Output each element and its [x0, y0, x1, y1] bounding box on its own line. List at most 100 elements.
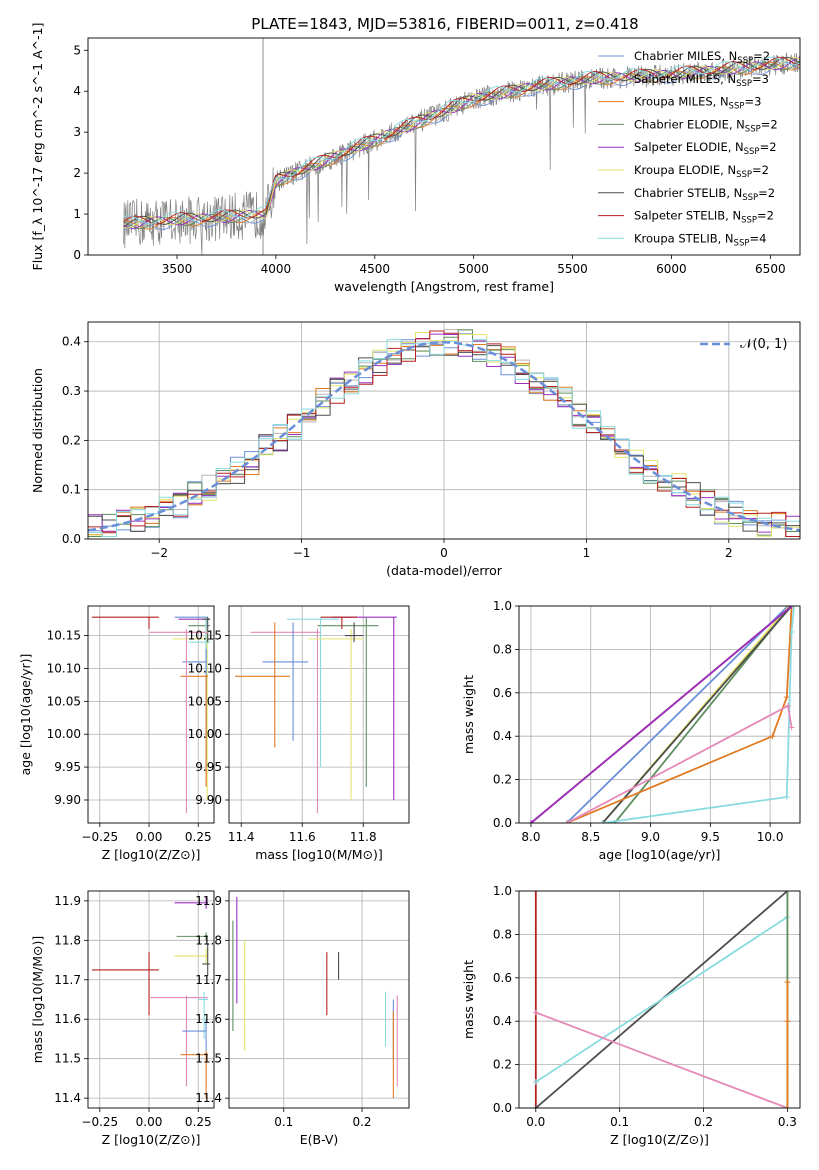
model-spectrum-line — [123, 56, 800, 225]
residual-histogram-line — [88, 329, 800, 537]
y-tick-label: 9.95 — [195, 760, 222, 774]
x-tick-label: 0.3 — [778, 1115, 797, 1129]
legend-label: Salpeter MILES, NSSP=3 — [634, 72, 769, 89]
x-tick-label: 3500 — [162, 262, 193, 276]
y-tick-label: 3 — [73, 125, 81, 139]
x-tick-label: 10.0 — [757, 830, 784, 844]
x-tick-label: 0.00 — [136, 1115, 163, 1129]
legend-nssp: =2 — [752, 163, 769, 177]
legend-nssp: =3 — [744, 95, 761, 109]
y-tick-label: 11.6 — [54, 1012, 81, 1026]
x-axis-label: age [log10(age/yr)] — [599, 847, 721, 862]
x-tick-label: 8.0 — [521, 830, 540, 844]
y-tick-label: 9.95 — [54, 760, 81, 774]
y-tick-label: 0.4 — [493, 1014, 512, 1028]
x-tick-label: 11.8 — [350, 830, 377, 844]
legend-subscript: SSP — [742, 193, 758, 203]
y-tick-label: 9.90 — [195, 793, 222, 807]
y-tick-label: 2 — [73, 166, 81, 180]
mass-weight-marker — [769, 733, 776, 740]
y-tick-label: 0.6 — [493, 971, 512, 985]
panel-residuals: −2 −1 0 1 2 0.0 0.1 0.2 0.3 0.4 (data-model)/error… — [30, 321, 801, 578]
legend-subscript: SSP — [737, 56, 753, 66]
y-tick-label: 0.2 — [493, 1058, 512, 1072]
x-tick-label: 0.00 — [136, 830, 163, 844]
x-tick-label: 5000 — [458, 262, 489, 276]
plot-area — [91, 616, 211, 814]
y-tick-label: 11.6 — [195, 1012, 222, 1026]
mass-weight-marker — [784, 1018, 791, 1025]
mass-weight-marker — [784, 979, 791, 986]
plot-area — [91, 896, 211, 1099]
y-tick-label: 5 — [73, 43, 81, 57]
y-tick-label: 1.0 — [493, 884, 512, 898]
x-tick-label: −2 — [150, 546, 168, 560]
x-tick-label: 0.2 — [352, 1115, 371, 1129]
y-axis-label: mass weight — [461, 960, 476, 1039]
y-tick-label: 0.3 — [62, 384, 81, 398]
legend-nssp: =2 — [758, 186, 775, 200]
legend-label: Kroupa ELODIE, NSSP=2 — [634, 163, 769, 180]
mass-weight-marker — [783, 793, 790, 800]
residual-histogram-line — [88, 332, 800, 537]
y-tick-label: 11.4 — [54, 1091, 81, 1105]
figure-title: PLATE=1843, MJD=53816, FIBERID=0011, z=0… — [251, 15, 638, 33]
y-tick-label: 10.00 — [47, 727, 81, 741]
mass-weight-marker — [527, 820, 534, 823]
mass-weight-marker — [532, 1078, 539, 1085]
legend-label: Chabrier ELODIE, NSSP=2 — [634, 117, 778, 134]
axes-frame — [518, 890, 801, 1109]
legend-subscript: SSP — [741, 216, 757, 226]
x-tick-label: −1 — [293, 546, 311, 560]
x-tick-label: 0 — [440, 546, 448, 560]
x-tick-label: 0.1 — [274, 1115, 293, 1129]
y-tick-label: 0.8 — [493, 927, 512, 941]
x-tick-label: 11.4 — [228, 830, 255, 844]
x-axis-label: Z [log10(Z/Z⊙)] — [102, 1132, 201, 1147]
panel-mass_weight_vs_Z: 0.0 0.1 0.2 0.3 0.0 0.2 0.4 0.6 0.8 1.0 Z [log10(Z… — [461, 884, 801, 1147]
panel-age_vs_Z: −0.25 0.00 0.25 9.90 9.95 10.00 10.05 10.10 10.1… — [18, 605, 215, 862]
y-tick-label: 1.0 — [493, 599, 512, 613]
y-tick-label: 11.9 — [195, 894, 222, 908]
x-tick-label: 0.2 — [694, 1115, 713, 1129]
legend-label: Kroupa MILES, NSSP=3 — [634, 95, 761, 112]
legend-nssp: =4 — [749, 231, 766, 245]
legend-nssp: =2 — [753, 49, 770, 63]
model-spectrum-line — [123, 57, 800, 229]
legend-label: Chabrier STELIB, NSSP=2 — [634, 186, 775, 203]
x-axis-label: E(B-V) — [300, 1132, 339, 1147]
legend-subscript: SSP — [729, 102, 745, 112]
y-tick-label: 11.8 — [54, 933, 81, 947]
x-axis-label: mass [log10(M/M⊙)] — [255, 847, 383, 862]
mass-weight-line — [602, 606, 793, 823]
residual-histogram-line — [88, 339, 800, 537]
legend-subscript: SSP — [736, 79, 752, 89]
mass-weight-line — [566, 606, 789, 823]
mass-weight-marker — [532, 1105, 539, 1108]
legend-label: 𝒩(0, 1) — [740, 337, 787, 352]
plot-area — [88, 329, 800, 537]
y-tick-label: 9.90 — [54, 793, 81, 807]
plot-area — [123, 38, 800, 255]
axes-frame — [87, 890, 215, 1109]
x-tick-label: 6000 — [656, 262, 687, 276]
y-tick-label: 10.15 — [188, 629, 222, 643]
y-tick-label: 0.4 — [62, 335, 81, 349]
y-tick-label: 0.1 — [62, 483, 81, 497]
mass-weight-line — [535, 891, 789, 1083]
mass-weight-marker — [788, 724, 795, 731]
y-tick-label: 0.0 — [62, 532, 81, 546]
axes-frame — [87, 37, 801, 256]
y-tick-label: 10.10 — [47, 661, 81, 675]
y-tick-label: 0.2 — [62, 433, 81, 447]
y-tick-label: 11.8 — [195, 933, 222, 947]
panel-spectrum: 3500 4000 4500 5000 5500 6000 6500 0 1 2 3 4 5 wavele… — [30, 23, 801, 294]
y-tick-label: 0.4 — [493, 729, 512, 743]
plot-area — [527, 606, 798, 823]
y-axis-label: mass weight — [461, 675, 476, 754]
y-tick-label: 10.10 — [188, 661, 222, 675]
mass-weight-marker — [532, 1009, 539, 1016]
legend-subscript: SSP — [744, 147, 760, 157]
y-tick-label: 11.9 — [54, 894, 81, 908]
